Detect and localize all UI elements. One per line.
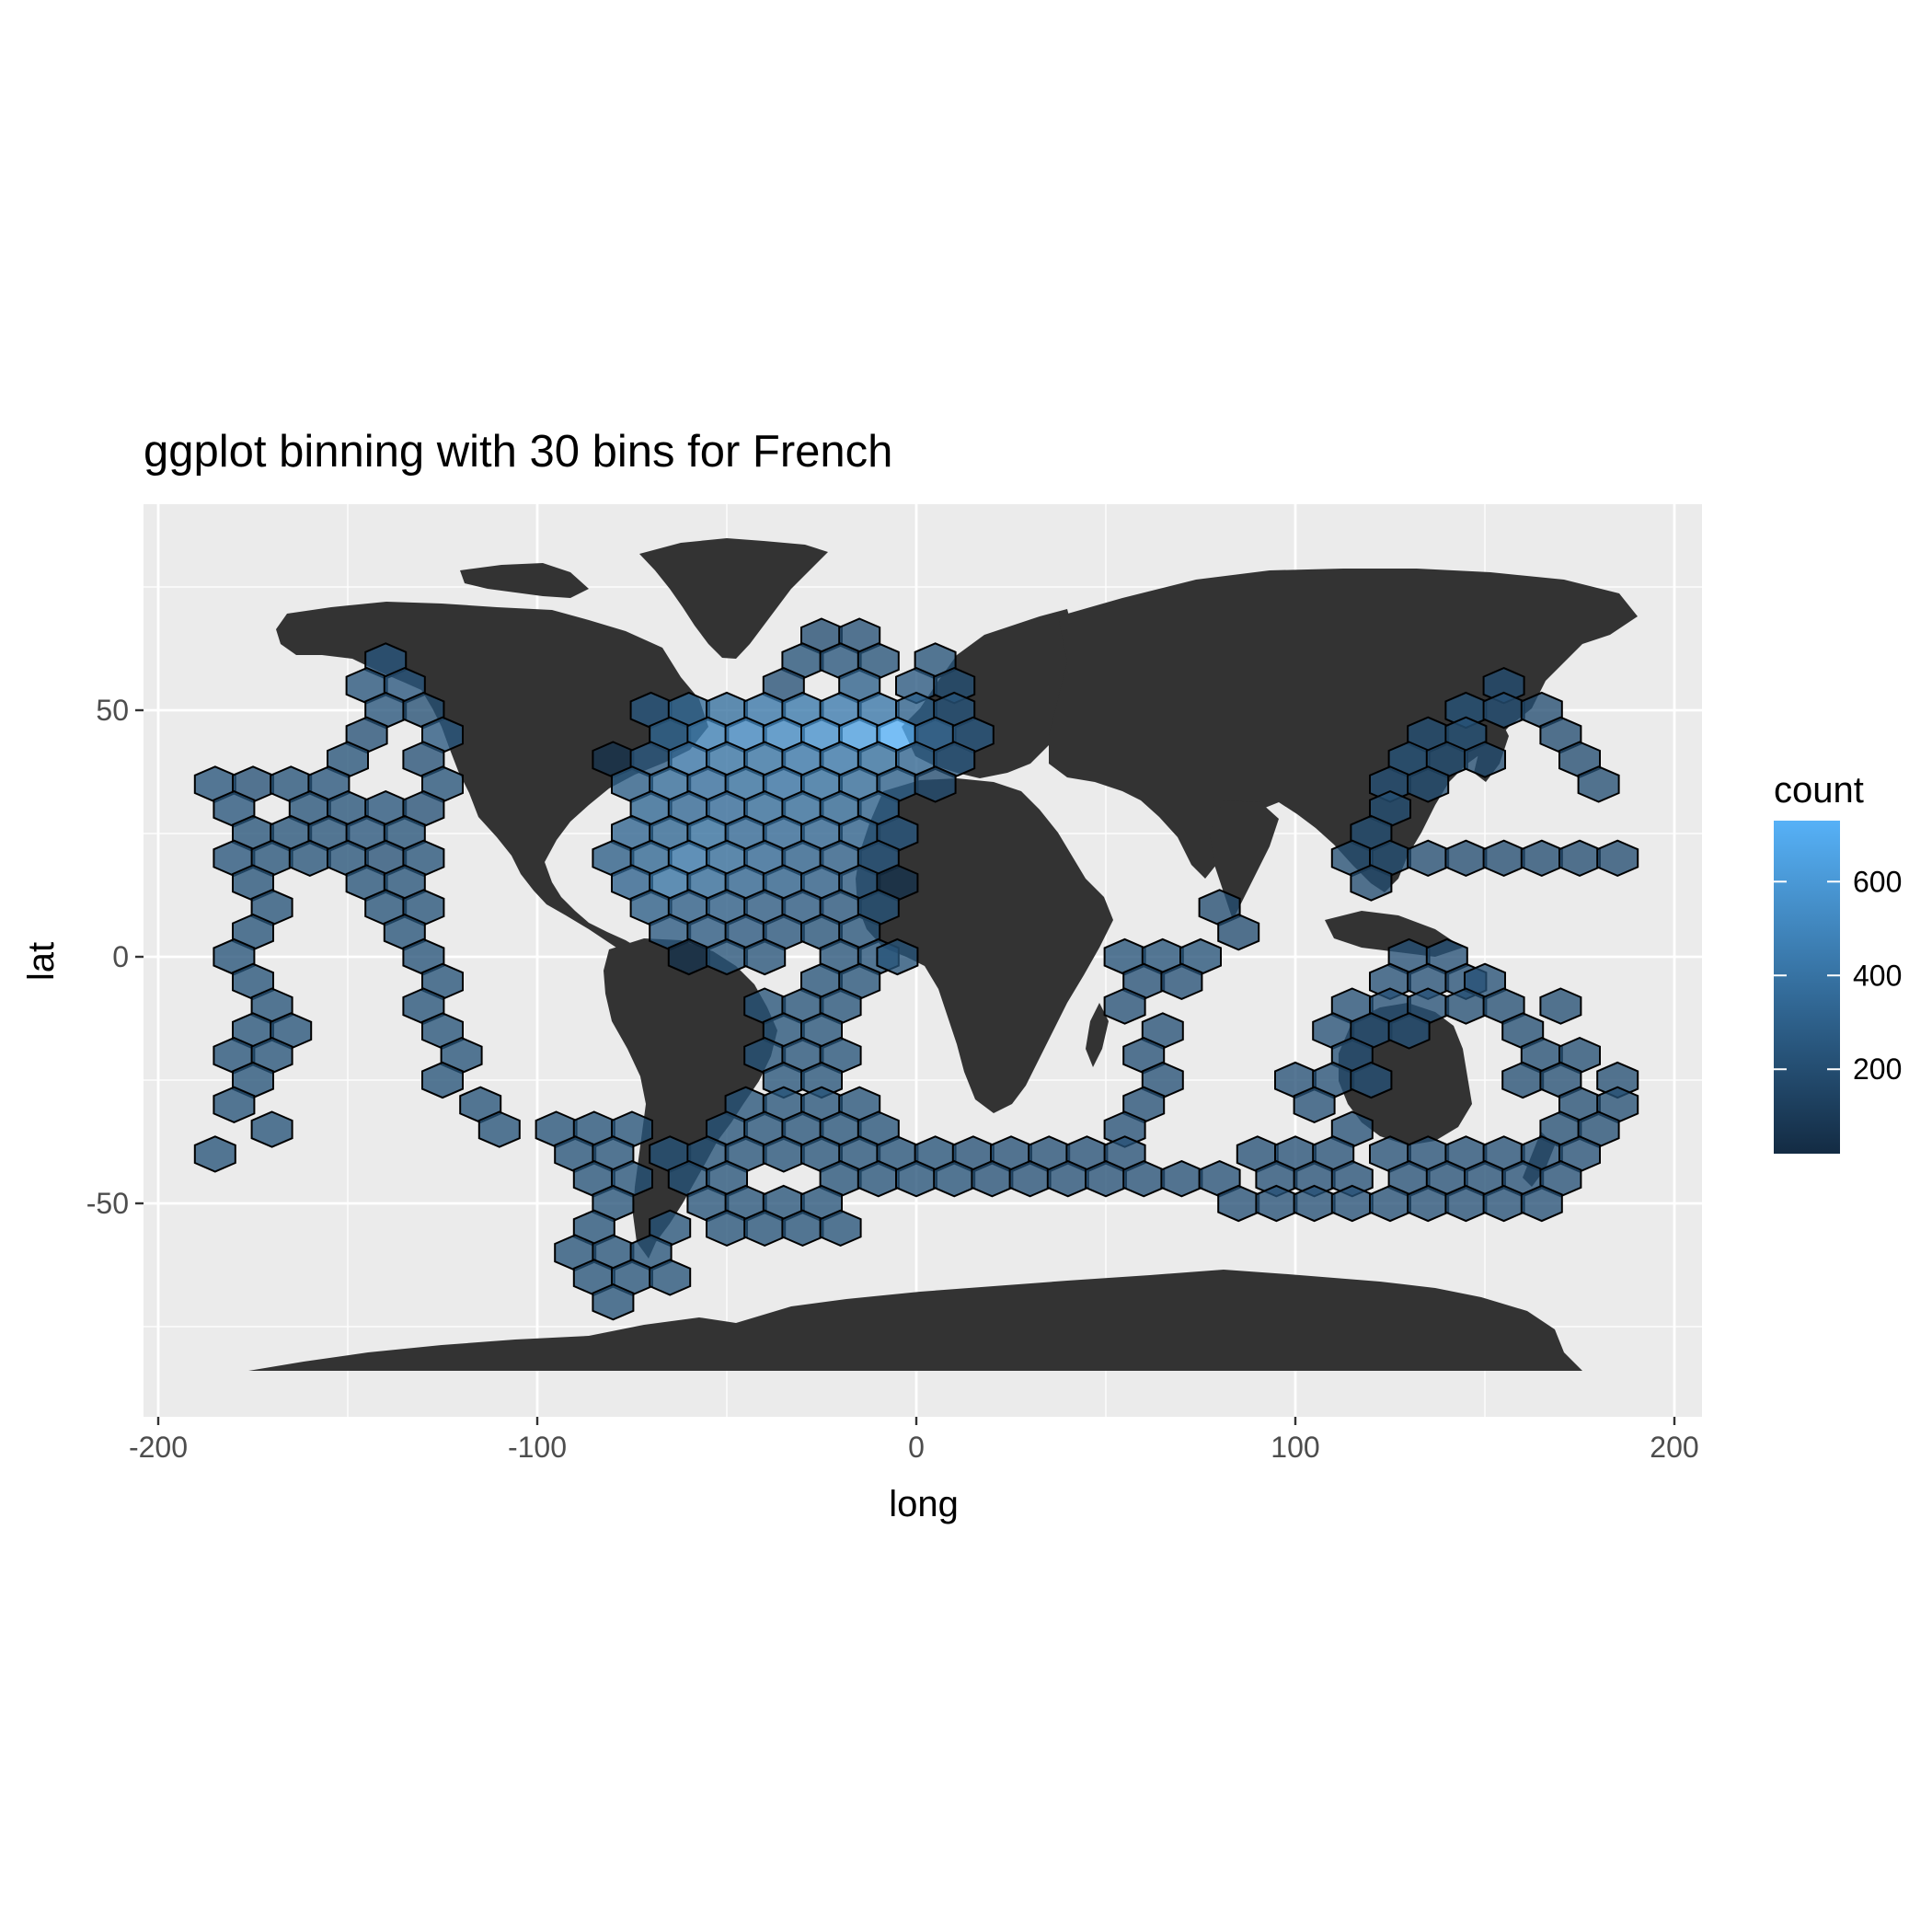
hex-bin <box>250 1110 293 1148</box>
legend-title: count <box>1774 770 1864 811</box>
land-asia <box>1049 569 1638 892</box>
hex-bin <box>592 1283 635 1321</box>
legend-tick-label: 200 <box>1853 1052 1902 1086</box>
y-tick-label: -50 <box>86 1187 129 1220</box>
hex-bin <box>1407 1184 1450 1223</box>
axes: -200 -100 0 100 200 -50 0 50 <box>86 694 1699 1464</box>
hex-bin <box>1596 839 1639 877</box>
world-land <box>248 538 1638 1371</box>
hex-bin <box>914 765 957 803</box>
hex-bin <box>933 1160 976 1198</box>
hex-bin <box>193 1135 236 1173</box>
hex-bin <box>1350 1061 1393 1099</box>
hex-bin <box>706 1209 748 1247</box>
hex-bin <box>1387 1012 1431 1050</box>
x-tick-label: -100 <box>508 1431 567 1464</box>
x-tick-label: 100 <box>1271 1431 1319 1464</box>
hex-bin <box>1160 962 1203 1000</box>
hex-bin <box>1293 1184 1336 1223</box>
x-tick-label: 200 <box>1650 1431 1698 1464</box>
legend-tick-label: 400 <box>1853 959 1902 992</box>
hex-bin <box>895 1160 937 1198</box>
hex-bin <box>1103 987 1146 1025</box>
y-tick-label: 50 <box>96 694 129 727</box>
hex-bin <box>1464 741 1506 778</box>
hex-bin <box>213 1086 256 1123</box>
hex-bin <box>1369 1184 1411 1223</box>
hex-bin <box>1217 1184 1260 1223</box>
hex-bin <box>1008 1160 1052 1198</box>
land-arctic-islands <box>460 563 589 598</box>
legend-tick-label: 600 <box>1853 865 1902 898</box>
hex-bin <box>1558 839 1601 877</box>
hex-bin <box>1520 839 1563 877</box>
legend: count 200 400 600 <box>1774 770 1902 1154</box>
hex-bin <box>1482 1184 1525 1223</box>
hex-bin <box>1350 864 1393 902</box>
hex-bin <box>1046 1160 1089 1198</box>
hex-bin <box>706 937 748 976</box>
hex-bin <box>1444 987 1488 1025</box>
hex-bin <box>1085 1160 1127 1198</box>
hex-bin <box>781 1209 824 1247</box>
chart-title: ggplot binning with 30 bins for French <box>144 427 892 477</box>
land-india <box>1210 800 1279 920</box>
hex-bin <box>649 1259 692 1296</box>
x-tick-label: 0 <box>908 1431 925 1464</box>
legend-colorbar <box>1774 821 1840 1154</box>
hex-bin <box>1520 1184 1563 1223</box>
hex-bin <box>477 1110 521 1148</box>
hex-bin <box>1539 987 1582 1025</box>
land-north-america <box>276 602 708 951</box>
hex-bin <box>1482 839 1525 877</box>
hex-bin <box>1122 1160 1166 1198</box>
hex-bins <box>193 617 1639 1321</box>
hex-bin <box>421 1061 464 1099</box>
land-antarctica <box>248 1270 1582 1371</box>
hex-bin <box>288 839 331 877</box>
hex-bin <box>971 1160 1014 1198</box>
hex-bin <box>1407 839 1450 877</box>
hex-bin <box>743 1209 787 1247</box>
hex-bin <box>1293 1086 1336 1123</box>
hex-bin <box>1501 1061 1545 1099</box>
hex-bin <box>819 1209 862 1247</box>
hex-bin <box>1577 765 1620 803</box>
hex-bin <box>1330 1184 1374 1223</box>
hex-bin <box>1444 839 1488 877</box>
legend-ticks: 200 400 600 <box>1774 865 1902 1086</box>
hex-bin <box>1255 1184 1298 1223</box>
hex-bin <box>762 1135 805 1173</box>
land-madagascar <box>1086 1003 1109 1067</box>
hex-bin <box>857 1160 900 1198</box>
x-axis-label: long <box>889 1484 959 1524</box>
y-tick-label: 0 <box>112 940 129 973</box>
plot-panel <box>144 504 1702 1417</box>
x-tick-label: -200 <box>129 1431 188 1464</box>
hex-bin <box>1160 1160 1203 1198</box>
y-axis-label: lat <box>21 942 62 981</box>
land-southeast-asia <box>1325 911 1463 957</box>
land-africa <box>856 778 1113 1113</box>
hex-bin <box>876 937 919 976</box>
hex-bin <box>1217 914 1260 951</box>
hex-bin <box>743 937 787 976</box>
hex-bin <box>1444 1184 1488 1223</box>
land-greenland <box>639 538 828 659</box>
hex-bin <box>1407 765 1450 803</box>
hex-bin <box>667 937 710 976</box>
hex-bin <box>1482 691 1525 730</box>
